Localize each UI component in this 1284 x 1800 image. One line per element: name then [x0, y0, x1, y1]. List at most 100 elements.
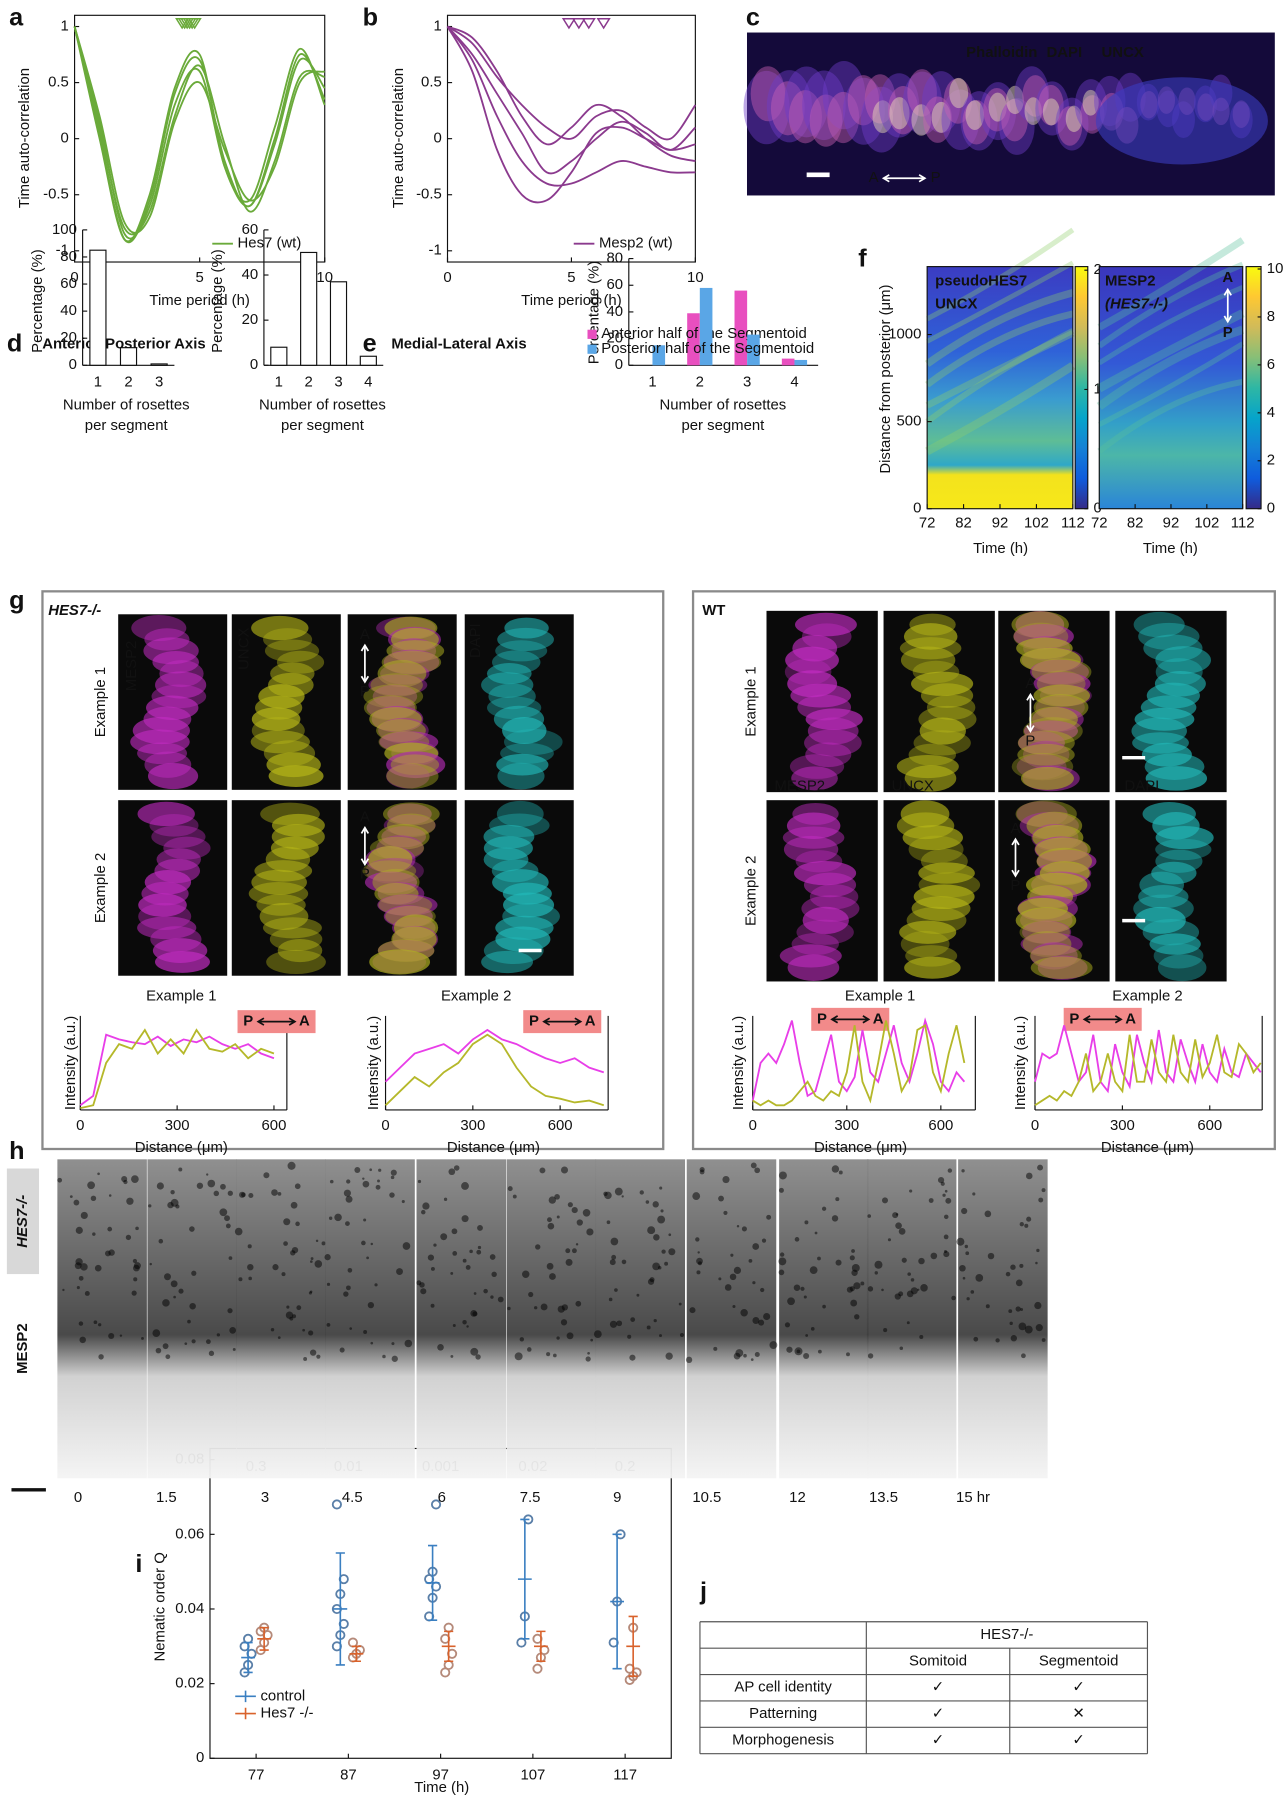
axis-direction: P — [1011, 878, 1021, 894]
speckle — [850, 1299, 858, 1307]
speckle — [433, 1243, 437, 1247]
speckle — [206, 1173, 209, 1176]
series-line — [1034, 1034, 1262, 1107]
legend-swatch — [235, 1707, 256, 1720]
speckle — [593, 1330, 602, 1339]
legend-swatch — [587, 344, 597, 354]
cell-blob — [152, 650, 200, 674]
series-line — [1034, 1025, 1262, 1094]
panel-label: b — [363, 3, 378, 31]
table-row-label: Morphogenesis — [732, 1732, 834, 1748]
speckle — [560, 1166, 569, 1174]
bar — [89, 249, 107, 366]
x-tick-label: 0 — [749, 1118, 757, 1134]
cell-blob — [368, 674, 428, 696]
cell-blob — [887, 86, 919, 135]
y-tick-label: 60 — [60, 276, 77, 292]
speckle — [361, 1240, 366, 1246]
speckle — [679, 1332, 684, 1338]
x-tick-label: 82 — [955, 516, 972, 532]
cell-blob — [163, 836, 211, 860]
colorbar-tick-label: 8 — [1267, 309, 1275, 325]
speckle — [947, 1168, 953, 1173]
series-line — [446, 25, 697, 175]
speckle — [851, 1269, 858, 1276]
error-bar — [257, 1626, 272, 1651]
speckle — [430, 1266, 435, 1271]
colorbar — [1245, 266, 1262, 510]
cell-blob — [919, 717, 966, 745]
speckle — [1010, 1264, 1016, 1270]
series-line — [73, 26, 325, 236]
speckle — [119, 1334, 123, 1337]
cell-blob — [1030, 956, 1093, 980]
y-tick-label: 40 — [60, 303, 77, 319]
speckle — [940, 1181, 945, 1186]
legend-label: Posterior half of the Segmentoid — [601, 341, 814, 357]
speckle — [636, 1293, 640, 1297]
cell-blob — [251, 707, 301, 731]
speckle — [630, 1317, 636, 1322]
speckle — [295, 1221, 300, 1227]
speckle — [786, 1346, 793, 1353]
speckle — [220, 1183, 226, 1190]
plot-title: Example 1 — [845, 988, 915, 1004]
cell-blob — [983, 87, 1011, 132]
y-tick-label: 0.02 — [175, 1676, 204, 1692]
x-tick-label: 3 — [743, 374, 751, 390]
cell-blob — [390, 754, 440, 776]
y-tick-label: 0 — [196, 1750, 204, 1766]
heatmap-band — [1097, 309, 1245, 393]
cell-blob — [1024, 97, 1042, 126]
speckle — [92, 1232, 96, 1236]
speckle — [778, 1171, 787, 1180]
cell-blob — [787, 954, 840, 981]
speckle — [430, 1303, 435, 1308]
micro-image — [506, 1159, 597, 1479]
speckle — [571, 1248, 577, 1254]
speckle — [665, 1352, 673, 1360]
speckle — [554, 1193, 560, 1200]
cell-blob — [900, 646, 956, 674]
series-line — [73, 26, 326, 234]
cell-blob — [809, 94, 843, 147]
annotation-label: A — [585, 1014, 596, 1030]
speckle — [469, 1249, 473, 1254]
speckle — [148, 1204, 152, 1208]
colorbar-tick-label: 10 — [1267, 261, 1284, 277]
cell-blob — [902, 825, 963, 851]
speckle — [846, 1286, 853, 1293]
speckle — [178, 1167, 183, 1172]
speckle — [514, 1352, 523, 1361]
speckle — [851, 1249, 855, 1253]
speckle — [943, 1214, 949, 1220]
y-tick-label: 1000 — [888, 326, 921, 342]
cell-blob — [1082, 89, 1099, 116]
speckle — [809, 1266, 818, 1275]
speckle — [653, 1234, 660, 1241]
speckle — [158, 1238, 164, 1244]
cell-blob — [497, 762, 545, 790]
speckle — [326, 1322, 331, 1327]
bar — [150, 363, 168, 366]
speckle — [838, 1170, 843, 1175]
arrow-head — [1011, 837, 1020, 878]
speckle — [370, 1341, 374, 1345]
speckle — [652, 1262, 661, 1271]
cell-blob — [788, 90, 822, 144]
speckle — [369, 1168, 373, 1172]
y-tick-label: -1 — [429, 243, 442, 259]
speckle — [152, 1329, 161, 1338]
speckle — [794, 1237, 800, 1242]
speckle — [170, 1189, 175, 1195]
speckle — [606, 1220, 611, 1225]
example-label: Example 2 — [93, 853, 109, 923]
x-tick-label: 102 — [1194, 516, 1219, 532]
x-tick-label: 300 — [1110, 1118, 1135, 1134]
y-axis-label: Nematic order Q — [153, 1552, 169, 1661]
x-tick-label: 1 — [648, 374, 656, 390]
speckle — [668, 1233, 672, 1237]
time-label: 12 — [789, 1490, 806, 1506]
cell-blob — [1155, 838, 1212, 861]
speckle — [881, 1288, 884, 1292]
